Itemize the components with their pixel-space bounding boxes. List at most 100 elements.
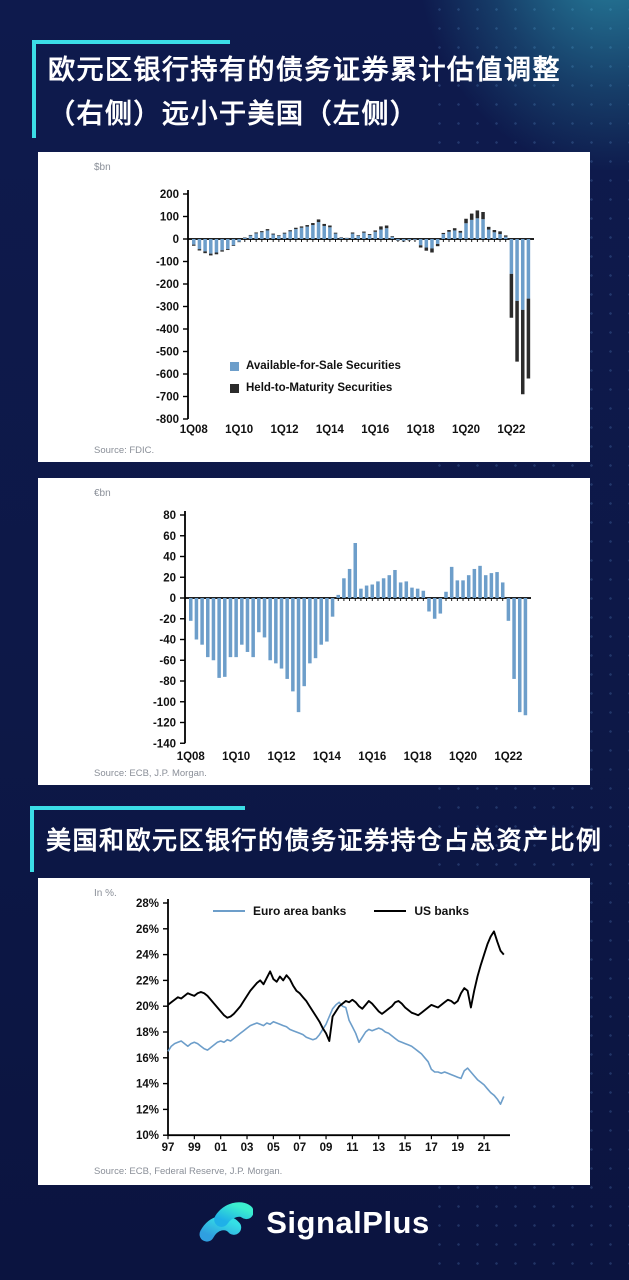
signalplus-logo-icon xyxy=(199,1202,254,1242)
svg-text:22%: 22% xyxy=(136,975,159,987)
svg-text:12%: 12% xyxy=(136,1104,159,1116)
svg-text:80: 80 xyxy=(163,510,176,522)
y-axis-unit: $bn xyxy=(94,162,111,173)
chart3-source: Source: ECB, Federal Reserve, J.P. Morga… xyxy=(94,1166,283,1177)
svg-text:1Q14: 1Q14 xyxy=(313,751,342,763)
svg-text:-100: -100 xyxy=(156,257,179,269)
us-securities-chart-panel: $bn 200 100 0 -100 -200 -300 -400 -500 -600 -700 -… xyxy=(38,152,590,462)
svg-text:-120: -120 xyxy=(153,718,176,730)
svg-text:-40: -40 xyxy=(159,635,176,647)
headline-line-1: 美国和欧元区银行的债务证券持仓占总资产比例 xyxy=(46,827,603,855)
htm-swatch xyxy=(230,383,239,393)
svg-text:40: 40 xyxy=(163,552,176,564)
headline-line-1: 欧元区银行持有的债务证券累计估值调整 xyxy=(48,55,561,85)
svg-text:17: 17 xyxy=(425,1142,438,1154)
svg-text:1Q08: 1Q08 xyxy=(177,751,206,763)
euro-label: Euro area banks xyxy=(252,904,347,918)
svg-text:1Q16: 1Q16 xyxy=(358,751,386,763)
svg-text:200: 200 xyxy=(160,189,179,201)
svg-text:18%: 18% xyxy=(136,1027,159,1039)
svg-text:-800: -800 xyxy=(156,414,179,426)
svg-text:10%: 10% xyxy=(136,1130,159,1142)
svg-text:1Q18: 1Q18 xyxy=(407,424,436,436)
headline-text: 欧元区银行持有的债务证券累计估值调整 （右侧）远小于美国（左侧） xyxy=(48,48,561,136)
svg-text:1Q10: 1Q10 xyxy=(225,424,253,436)
svg-text:99: 99 xyxy=(188,1142,201,1154)
svg-text:-80: -80 xyxy=(159,676,176,688)
legend-item-htm: Held-to-Maturity Securities xyxy=(230,382,401,394)
afs-swatch xyxy=(230,361,239,371)
svg-text:05: 05 xyxy=(267,1142,280,1154)
svg-text:-100: -100 xyxy=(153,697,176,709)
accent-line xyxy=(32,40,230,44)
svg-text:100: 100 xyxy=(160,212,179,224)
svg-text:1Q20: 1Q20 xyxy=(449,751,477,763)
svg-text:-500: -500 xyxy=(156,347,179,359)
svg-text:11: 11 xyxy=(346,1142,359,1154)
svg-text:97: 97 xyxy=(162,1142,175,1154)
brand-name: SignalPlus xyxy=(266,1205,430,1240)
us-label: US banks xyxy=(414,904,470,918)
brand-footer: SignalPlus xyxy=(0,1196,629,1250)
euro-securities-chart-panel: €bn 80 60 40 20 0 -20 -40 -60 -80 -100 -120 -140 1Q0… xyxy=(38,478,590,785)
svg-text:07: 07 xyxy=(293,1142,306,1154)
us-securities-bar-chart: 200 100 0 -100 -200 -300 -400 -500 -600 -700 -800 1… xyxy=(156,189,534,436)
accent-bar xyxy=(30,806,34,872)
svg-text:15: 15 xyxy=(399,1142,412,1154)
svg-text:-140: -140 xyxy=(153,738,176,750)
svg-text:-300: -300 xyxy=(156,302,179,314)
svg-text:60: 60 xyxy=(163,531,176,543)
chart2-source: Source: ECB, J.P. Morgan. xyxy=(94,768,207,779)
us-line-swatch xyxy=(374,910,407,912)
holdings-share-line-chart: 28% 26% 24% 22% 20% 18% 16% 14% 12% 10%97 99 01 03 05… xyxy=(136,898,510,1154)
svg-text:16%: 16% xyxy=(136,1053,159,1065)
afs-label: Available-for-Sale Securities xyxy=(246,360,401,372)
legend-item-us: US banks xyxy=(374,904,469,918)
svg-text:-400: -400 xyxy=(156,324,179,336)
svg-text:20%: 20% xyxy=(136,1001,159,1013)
svg-text:28%: 28% xyxy=(136,898,159,910)
svg-text:1Q12: 1Q12 xyxy=(267,751,295,763)
y-axis-unit: €bn xyxy=(94,488,111,499)
svg-text:1Q12: 1Q12 xyxy=(270,424,298,436)
svg-text:24%: 24% xyxy=(136,950,159,962)
svg-text:1Q10: 1Q10 xyxy=(222,751,250,763)
holdings-share-chart-panel: In %. 28% 26% 24% 22% 20% 18% 16% 14% 12% 10% 97 99… xyxy=(38,878,590,1185)
svg-text:03: 03 xyxy=(241,1142,254,1154)
headline-line-2: （右侧）远小于美国（左侧） xyxy=(48,99,419,129)
legend-item-euro: Euro area banks xyxy=(212,904,347,918)
chart3-legend: Euro area banks US banks xyxy=(168,904,514,918)
legend-item-afs: Available-for-Sale Securities xyxy=(230,360,401,372)
svg-text:-700: -700 xyxy=(156,392,179,404)
svg-text:13: 13 xyxy=(372,1142,385,1154)
svg-text:19: 19 xyxy=(451,1142,464,1154)
svg-text:01: 01 xyxy=(214,1142,227,1154)
euro-line-swatch xyxy=(212,910,245,912)
svg-text:21: 21 xyxy=(478,1142,491,1154)
accent-bar xyxy=(32,40,36,138)
svg-text:09: 09 xyxy=(320,1142,333,1154)
svg-text:1Q18: 1Q18 xyxy=(404,751,433,763)
svg-text:14%: 14% xyxy=(136,1079,159,1091)
svg-text:-20: -20 xyxy=(159,614,176,626)
svg-text:1Q16: 1Q16 xyxy=(361,424,389,436)
headline-text: 美国和欧元区银行的债务证券持仓占总资产比例 xyxy=(46,820,603,862)
htm-label: Held-to-Maturity Securities xyxy=(246,382,393,394)
svg-text:0: 0 xyxy=(173,234,179,246)
svg-text:-200: -200 xyxy=(156,279,179,291)
accent-line xyxy=(30,806,245,810)
y-axis-unit: In %. xyxy=(94,888,117,899)
svg-text:1Q20: 1Q20 xyxy=(452,424,480,436)
svg-text:1Q22: 1Q22 xyxy=(494,751,522,763)
svg-text:0: 0 xyxy=(170,593,176,605)
svg-text:26%: 26% xyxy=(136,924,159,936)
chart1-legend: Available-for-Sale Securities Held-to-Ma… xyxy=(230,360,401,404)
svg-text:1Q14: 1Q14 xyxy=(316,424,345,436)
svg-text:1Q22: 1Q22 xyxy=(497,424,525,436)
svg-text:20: 20 xyxy=(163,572,176,584)
svg-text:-600: -600 xyxy=(156,369,179,381)
chart1-source: Source: FDIC. xyxy=(94,445,155,456)
svg-text:-60: -60 xyxy=(159,655,176,667)
